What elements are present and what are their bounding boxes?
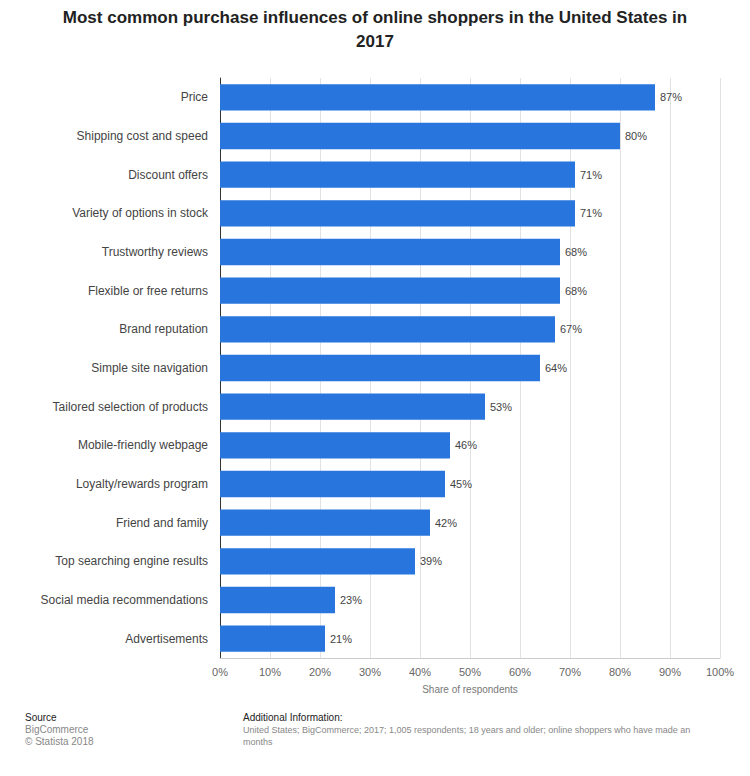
svg-text:20%: 20% [309, 666, 331, 678]
svg-text:87%: 87% [660, 91, 682, 103]
svg-text:45%: 45% [450, 478, 472, 490]
svg-text:Flexible or free returns: Flexible or free returns [88, 284, 208, 298]
svg-text:68%: 68% [565, 246, 587, 258]
svg-text:Price: Price [181, 90, 209, 104]
html-text:months: months [243, 737, 273, 747]
html-text:BigCommerce: BigCommerce [25, 724, 89, 735]
svg-text:Tailored selection of products: Tailored selection of products [53, 400, 208, 414]
svg-text:90%: 90% [659, 666, 681, 678]
svg-text:67%: 67% [560, 323, 582, 335]
svg-text:Trustworthy reviews: Trustworthy reviews [102, 245, 208, 259]
svg-text:Shipping cost and speed: Shipping cost and speed [77, 129, 208, 143]
svg-text:40%: 40% [409, 666, 431, 678]
svg-text:Loyalty/rewards program: Loyalty/rewards program [76, 477, 208, 491]
svg-text:Share of respondents: Share of respondents [422, 684, 518, 695]
svg-text:80%: 80% [625, 130, 647, 142]
svg-text:46%: 46% [455, 439, 477, 451]
svg-text:Social media recommendations: Social media recommendations [41, 593, 208, 607]
svg-text:70%: 70% [559, 666, 581, 678]
svg-text:39%: 39% [420, 555, 442, 567]
svg-text:Simple site navigation: Simple site navigation [91, 361, 208, 375]
svg-text:71%: 71% [580, 169, 602, 181]
html-text:Source: Source [25, 712, 57, 723]
svg-text:Top searching engine results: Top searching engine results [55, 554, 208, 568]
svg-text:71%: 71% [580, 207, 602, 219]
svg-text:68%: 68% [565, 285, 587, 297]
svg-text:Brand reputation: Brand reputation [119, 322, 208, 336]
svg-text:80%: 80% [609, 666, 631, 678]
html-text:Most common purchase influence: Most common purchase influences of onlin… [62, 8, 688, 51]
svg-text:30%: 30% [359, 666, 381, 678]
svg-text:60%: 60% [509, 666, 531, 678]
svg-text:100%: 100% [706, 666, 734, 678]
svg-text:Mobile-friendly webpage: Mobile-friendly webpage [78, 438, 208, 452]
svg-text:10%: 10% [259, 666, 281, 678]
html-text:Additional Information:: Additional Information: [243, 712, 343, 723]
html-text:© Statista 2018: © Statista 2018 [25, 736, 94, 747]
svg-text:42%: 42% [435, 517, 457, 529]
svg-text:Discount offers: Discount offers [128, 168, 208, 182]
svg-text:21%: 21% [330, 633, 352, 645]
svg-text:Friend and family: Friend and family [116, 516, 208, 530]
svg-text:53%: 53% [490, 401, 512, 413]
svg-text:23%: 23% [340, 594, 362, 606]
svg-text:50%: 50% [459, 666, 481, 678]
svg-text:Advertisements: Advertisements [125, 632, 208, 646]
svg-text:0%: 0% [212, 666, 228, 678]
svg-text:64%: 64% [545, 362, 567, 374]
svg-text:Variety of options in stock: Variety of options in stock [72, 206, 209, 220]
html-text:United States; BigCommerce; 20: United States; BigCommerce; 2017; 1,005 … [243, 725, 691, 735]
